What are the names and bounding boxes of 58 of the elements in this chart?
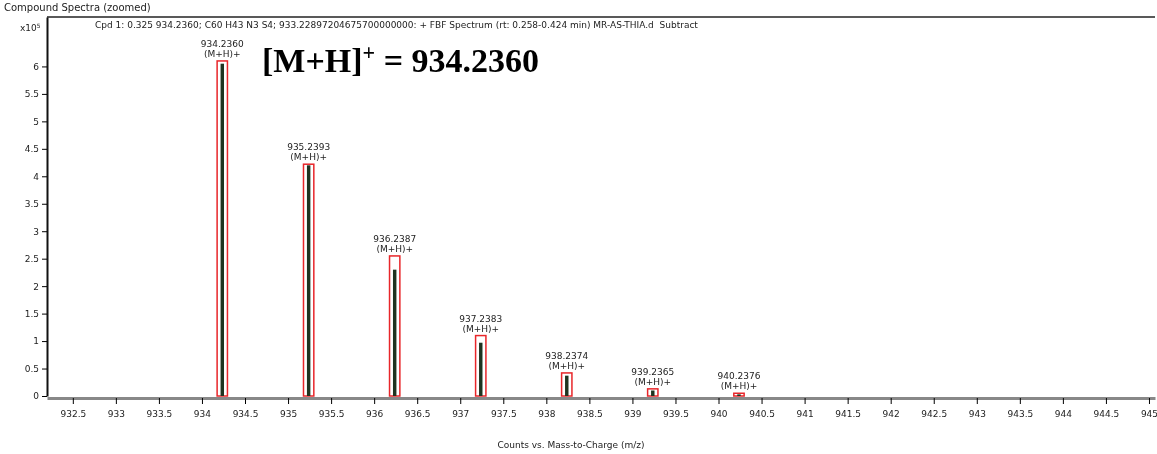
x-tick-label: 935 [279,408,298,419]
x-tick-label: 944.5 [1093,408,1120,419]
y-tick-label: 1.5 [24,308,39,319]
x-tick-label: 932.5 [60,408,87,419]
y-tick-label: 0 [33,391,40,402]
bar [388,255,401,397]
y-tick-label: 2 [33,281,39,292]
y-tick-label: 0.5 [24,363,39,374]
x-tick-label: 941 [796,408,814,419]
annotation: 934.2360 (M+H)+ [200,38,245,59]
x-tick-label: 944 [1054,408,1073,419]
x-tick-label: 936 [366,408,384,419]
y-tick-label: 5.5 [24,89,39,100]
bar [302,163,315,397]
x-tick-label: 943.5 [1007,408,1034,419]
x-tick-label: 940 [710,408,728,419]
annotation: 937.2383 (M+H)+ [459,313,503,334]
bar [474,334,487,397]
bar [560,372,573,397]
x-tick-label: 939 [624,408,642,419]
x-tick-label: 933 [107,408,125,419]
x-tick-label: 942 [882,408,900,419]
x-tick-label: 937.5 [490,408,517,419]
x-tick-label: 945 [1140,408,1157,419]
bar [646,388,659,397]
y-tick-label: 3 [33,226,39,237]
x-tick-label: 942.5 [921,408,948,419]
y-axis-title: x10$^{5}$ [20,23,41,33]
y-tick-label: 4.5 [24,144,39,155]
chart-subtitle: Cpd 1: 0.325 934.2360; C60 H43 N3 S4; 933.22897204675700000000: + FBF Spectrum (rt: 0.258-0.424 min) MR-AS-THIA.d Subtract [95,20,699,30]
y-tick-label: 4 [33,171,40,182]
x-tick-label: 937 [452,408,470,419]
annotation: 935.2393 (M+H)+ [287,142,331,163]
x-tick-label: 938.5 [576,408,603,419]
y-tick-label: 6 [33,61,40,72]
chart-title: Compound Spectra (zoomed) [4,2,151,13]
x-tick-label: 934.5 [232,408,259,419]
bar [733,392,745,397]
annotation: [M+H]$^{+}$ = 934.2360 [262,39,540,79]
x-axis-title: Counts vs. Mass-to-Charge (m/z) [497,440,645,450]
x-tick-label: 940.5 [749,408,775,419]
annotation: 936.2387 (M+H)+ [373,233,417,254]
x-tick-label: 936.5 [404,408,431,419]
y-tick-label: 3.5 [24,199,39,210]
y-tick-label: 5 [33,116,39,127]
annotation: 940.2376 (M+H)+ [717,371,761,392]
annotation: 938.2374 (M+H)+ [545,350,589,371]
x-tick-label: 934 [193,408,212,419]
annotation: 939.2365 (M+H)+ [631,366,675,387]
x-tick-label: 941.5 [835,408,862,419]
y-tick-label: 1 [33,336,39,347]
x-tick-label: 938 [538,408,556,419]
bar [216,60,229,397]
x-tick-label: 933.5 [146,408,173,419]
x-tick-label: 943 [968,408,986,419]
x-tick-label: 935.5 [318,408,345,419]
y-tick-label: 2.5 [24,254,39,265]
x-tick-label: 939.5 [663,408,689,419]
